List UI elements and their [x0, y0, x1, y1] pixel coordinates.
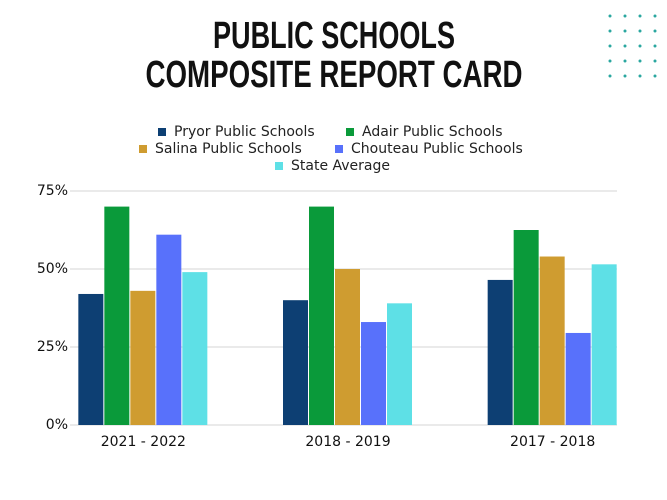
legend-label: Pryor Public Schools: [174, 124, 315, 140]
bar: [283, 300, 308, 425]
chart-title: COMPOSITE REPORT CARD: [146, 54, 523, 96]
bar: [513, 230, 539, 425]
bar: [539, 256, 565, 425]
legend-swatch: [335, 145, 343, 153]
bar: [387, 303, 412, 425]
bar: [487, 279, 513, 425]
y-tick-label: 0%: [46, 417, 68, 433]
legend-swatch: [275, 162, 283, 170]
bar: [78, 293, 104, 425]
decoration-dots: [608, 14, 657, 78]
bar: [335, 269, 360, 425]
legend-label: Adair Public Schools: [362, 124, 503, 140]
bar: [182, 272, 208, 425]
legend-label: Chouteau Public Schools: [351, 141, 523, 157]
bar: [130, 290, 156, 425]
x-tick-label: 2021 - 2022: [101, 434, 186, 450]
legend-swatch: [346, 128, 354, 136]
y-tick-label: 25%: [37, 339, 68, 355]
bar: [309, 206, 334, 425]
bar: [104, 206, 130, 425]
legend-swatch: [158, 128, 166, 136]
bar: [565, 332, 591, 425]
legend-swatch: [139, 145, 147, 153]
bar: [591, 264, 617, 425]
y-tick-label: 75%: [37, 183, 68, 199]
legend-label: State Average: [291, 158, 390, 174]
x-tick-label: 2018 - 2019: [305, 434, 390, 450]
bar: [156, 234, 182, 425]
chart-title: PUBLIC SCHOOLS: [213, 15, 455, 57]
x-tick-label: 2017 - 2018: [510, 434, 595, 450]
bar: [361, 322, 386, 425]
legend-label: Salina Public Schools: [155, 141, 302, 157]
y-tick-label: 50%: [37, 261, 68, 277]
